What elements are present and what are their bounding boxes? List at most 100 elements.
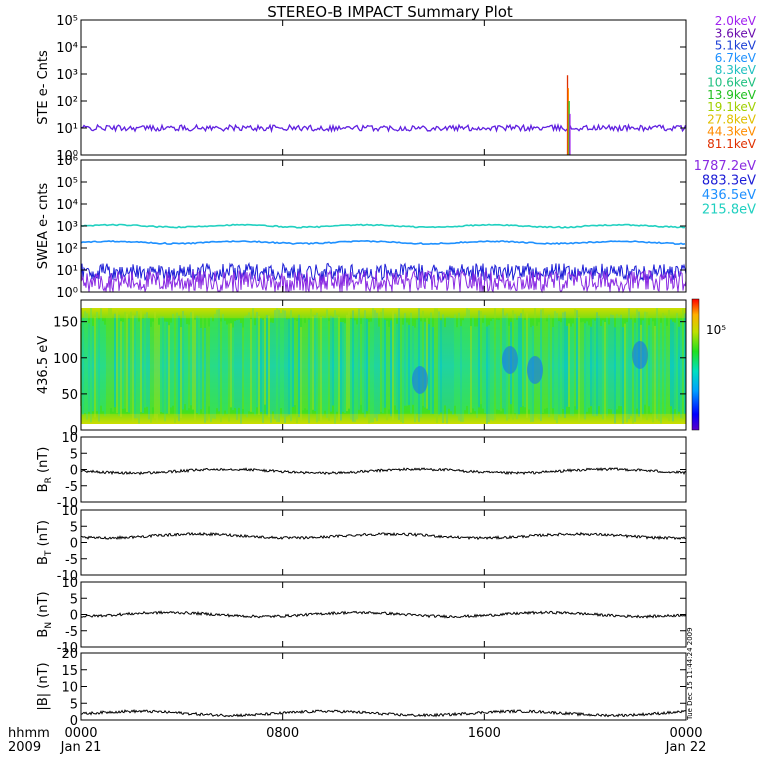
legend-entry: 3.6keV bbox=[715, 26, 757, 40]
y-tick-label: 20 bbox=[61, 647, 78, 662]
legend-entry: 81.1keV bbox=[707, 137, 757, 151]
colorbar-label: 10⁵ bbox=[706, 323, 726, 337]
legend-entry: 6.7keV bbox=[715, 51, 757, 65]
y-tick-label: 10⁵ bbox=[56, 14, 78, 29]
y-tick-label: 10 bbox=[61, 576, 78, 591]
date-tick-label: Jan 21 bbox=[60, 740, 102, 755]
panel-swea: 10⁰ 10¹ 10² 10³ 10⁴ 10⁵ 10⁶ SWEA e- cnts 1787.2e… bbox=[36, 154, 756, 301]
y-tick-label: -5 bbox=[65, 625, 78, 640]
panel-bt: -10-50 510 BT (nT) bbox=[36, 504, 687, 584]
y-ticks: 0 510 15 20 bbox=[61, 647, 687, 729]
bn-series-line bbox=[80, 610, 687, 619]
legend-entry: 883.3eV bbox=[702, 174, 756, 189]
panel-frame bbox=[80, 19, 687, 156]
y-tick-label: 10 bbox=[61, 681, 78, 696]
y-tick-label: 10 bbox=[61, 431, 78, 446]
y-tick-label: 10¹ bbox=[56, 264, 78, 279]
y-tick-label: 0 bbox=[70, 714, 78, 729]
y-ticks: 10⁰ 10¹ 10² 10³ 10⁴ 10⁵ 10⁶ bbox=[56, 154, 687, 301]
y-axis-label: |B| (nT) bbox=[36, 662, 51, 710]
y-tick-label: 0 bbox=[70, 464, 78, 479]
y-tick-label: 5 bbox=[70, 592, 78, 607]
y-tick-label: 10² bbox=[56, 95, 78, 110]
y-tick-label: 10⁴ bbox=[56, 41, 78, 56]
bt-series-line bbox=[80, 531, 687, 541]
panel-frame bbox=[80, 509, 687, 576]
time-tick-label: 0000 bbox=[64, 726, 97, 741]
colorbar bbox=[691, 298, 700, 431]
time-axis-label-bottom: 2009 bbox=[8, 740, 41, 755]
y-tick-label: 150 bbox=[53, 316, 78, 331]
y-ticks: -10-50 510 bbox=[57, 576, 687, 656]
panels-group: 10⁰ 10¹ 10² 10³ 10⁴ 10⁵ STE e- Cnts 2.0keV3.6ke… bbox=[36, 14, 757, 729]
time-axis-label-top: hhmm bbox=[8, 726, 50, 741]
ste-series-line bbox=[80, 122, 687, 134]
y-tick-label: 10⁴ bbox=[56, 198, 78, 213]
y-tick-label: 10⁰ bbox=[56, 149, 78, 164]
y-tick-label: 5 bbox=[70, 520, 78, 535]
y-axis-label: BN (nT) bbox=[36, 591, 54, 637]
panel-ste: 10⁰ 10¹ 10² 10³ 10⁴ 10⁵ STE e- Cnts 2.0keV3.6ke… bbox=[36, 14, 757, 164]
y-tick-label: 5 bbox=[70, 447, 78, 462]
swea-series-883.3eV bbox=[80, 261, 687, 283]
chart-title: STEREO-B IMPACT Summary Plot bbox=[267, 3, 513, 21]
time-tick-label: 0800 bbox=[266, 726, 299, 741]
panel-frame bbox=[80, 299, 687, 431]
y-axis-label: STE e- Cnts bbox=[36, 50, 51, 125]
panel-br: -10-50 510 BR (nT) bbox=[36, 431, 687, 511]
panel-bmag: 0 510 15 20 |B| (nT) bbox=[36, 647, 687, 729]
y-tick-label: 10⁰ bbox=[56, 286, 78, 301]
time-axis-labels: hhmm 2009 bbox=[8, 726, 50, 755]
y-axis-label: 436.5 eV bbox=[36, 336, 51, 394]
y-tick-label: 100 bbox=[53, 352, 78, 367]
legend-entry: 10.6keV bbox=[707, 76, 757, 90]
y-tick-label: 10² bbox=[56, 242, 78, 257]
time-tick-label: 1600 bbox=[468, 726, 501, 741]
swea-series-1787.2eV bbox=[80, 269, 687, 294]
y-ticks: 0 50 100 150 bbox=[53, 300, 687, 439]
y-tick-label: 10³ bbox=[56, 68, 78, 83]
date-tick-label: Jan 22 bbox=[665, 740, 707, 755]
legend-entry: 2.0keV bbox=[715, 14, 757, 28]
legend-entry: 1787.2eV bbox=[694, 159, 756, 174]
legend-entry: 13.9keV bbox=[707, 88, 757, 102]
legend-entry: 5.1keV bbox=[715, 39, 757, 53]
ste-legend: 2.0keV3.6keV5.1keV6.7keV8.3keV10.6keV13.… bbox=[707, 14, 757, 151]
swea-series-215.8eV bbox=[80, 223, 686, 229]
legend-entry: 215.8eV bbox=[702, 203, 756, 218]
swea-series-436.5eV bbox=[80, 239, 686, 246]
y-ticks: -10-50 510 bbox=[57, 504, 687, 584]
legend-entry: 27.8keV bbox=[707, 112, 757, 126]
y-tick-label: 10³ bbox=[56, 220, 78, 235]
heatmap-streaks bbox=[80, 308, 686, 424]
y-tick-label: -10 bbox=[57, 496, 78, 511]
y-axis-label: BR (nT) bbox=[36, 447, 54, 493]
legend-entry: 19.1keV bbox=[707, 100, 757, 114]
y-tick-label: 0 bbox=[70, 424, 78, 439]
legend-entry: 44.3keV bbox=[707, 125, 757, 139]
y-tick-label: -5 bbox=[65, 553, 78, 568]
legend-entry: 436.5eV bbox=[702, 188, 756, 203]
panel-frame bbox=[80, 652, 687, 721]
y-tick-label: 0 bbox=[70, 609, 78, 624]
timestamp-label: Tue Dec 15 11:44:24 2009 bbox=[686, 627, 694, 721]
y-ticks: 10⁰ 10¹ 10² 10³ 10⁴ 10⁵ bbox=[56, 14, 687, 164]
y-axis-label: BT (nT) bbox=[36, 520, 54, 565]
y-tick-label: 10⁶ bbox=[56, 154, 78, 169]
y-axis-label: SWEA e- cnts bbox=[36, 183, 51, 270]
y-ticks: -10-50 510 bbox=[57, 431, 687, 511]
y-tick-label: 10⁵ bbox=[56, 176, 78, 191]
y-tick-label: 10¹ bbox=[56, 122, 78, 137]
y-tick-label: 50 bbox=[61, 388, 78, 403]
y-tick-label: 5 bbox=[70, 697, 78, 712]
bmag-series-line bbox=[80, 708, 687, 718]
panel-bn: -10-50 510 BN (nT) bbox=[36, 576, 687, 656]
y-tick-label: -10 bbox=[57, 641, 78, 656]
time-tick-label: 0000 bbox=[669, 726, 702, 741]
y-tick-label: 15 bbox=[61, 664, 78, 679]
y-tick-label: -5 bbox=[65, 480, 78, 495]
